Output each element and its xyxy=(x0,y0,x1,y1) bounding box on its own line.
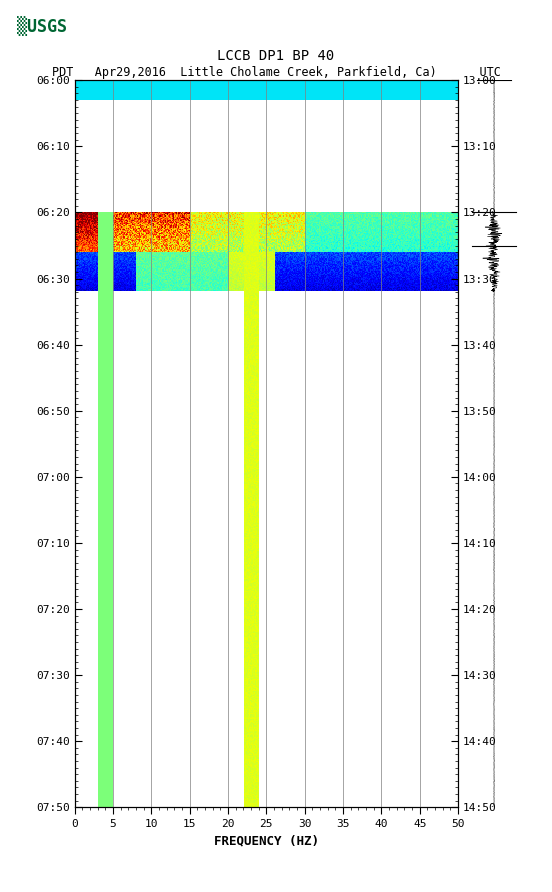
Text: LCCB DP1 BP 40: LCCB DP1 BP 40 xyxy=(217,49,335,63)
Text: ▒USGS: ▒USGS xyxy=(17,16,67,36)
X-axis label: FREQUENCY (HZ): FREQUENCY (HZ) xyxy=(214,835,319,847)
Text: PDT   Apr29,2016  Little Cholame Creek, Parkfield, Ca)      UTC: PDT Apr29,2016 Little Cholame Creek, Par… xyxy=(51,66,501,79)
